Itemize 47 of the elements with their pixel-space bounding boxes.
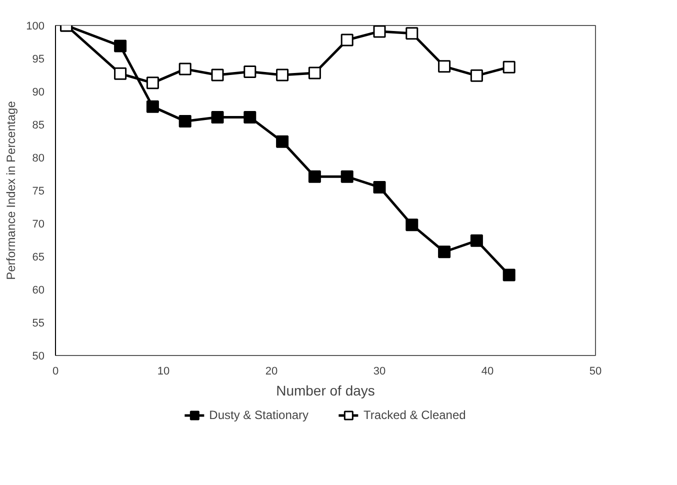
legend-label: Tracked & Cleaned <box>364 408 466 422</box>
x-tick-label: 20 <box>265 366 278 378</box>
point <box>178 62 192 76</box>
point <box>406 27 418 40</box>
x-tick-label: 30 <box>373 366 386 378</box>
point <box>276 68 289 82</box>
point <box>146 100 159 113</box>
y-tick-label: 95 <box>32 54 45 66</box>
y-tick-label: 80 <box>32 152 45 164</box>
point <box>438 246 451 258</box>
point <box>502 268 516 282</box>
point <box>373 26 386 38</box>
point <box>114 40 127 52</box>
y-tick-label: 60 <box>32 284 45 296</box>
y-tick-label: 55 <box>32 318 45 330</box>
legend-label: Dusty & Stationary <box>209 408 309 422</box>
point <box>470 69 483 82</box>
point <box>373 180 386 194</box>
point <box>308 66 321 80</box>
y-tick-label: 65 <box>32 252 45 264</box>
y-tick-label: 50 <box>32 350 45 362</box>
point <box>308 170 321 183</box>
point <box>340 170 354 183</box>
point <box>244 110 256 124</box>
y-tick-label: 85 <box>32 120 45 132</box>
y-axis-title: Performance Index in Percentage <box>4 100 18 280</box>
point <box>470 234 483 247</box>
x-tick-label: 0 <box>52 366 59 378</box>
point <box>146 76 159 90</box>
point <box>211 68 224 82</box>
x-tick-label: 50 <box>589 366 602 378</box>
point <box>114 67 127 80</box>
point <box>340 34 354 46</box>
point <box>244 65 256 78</box>
point <box>406 218 418 232</box>
point <box>178 114 192 128</box>
y-tick-label: 100 <box>26 20 45 32</box>
x-tick-label: 40 <box>481 366 494 378</box>
y-tick-label: 75 <box>32 186 45 198</box>
y-tick-label: 90 <box>32 86 45 98</box>
point <box>438 60 451 73</box>
point <box>211 110 224 124</box>
point <box>276 135 289 148</box>
x-tick-label: 10 <box>157 366 170 378</box>
x-axis-title: Number of days <box>276 382 375 398</box>
point <box>502 60 516 74</box>
y-tick-label: 70 <box>32 218 45 230</box>
